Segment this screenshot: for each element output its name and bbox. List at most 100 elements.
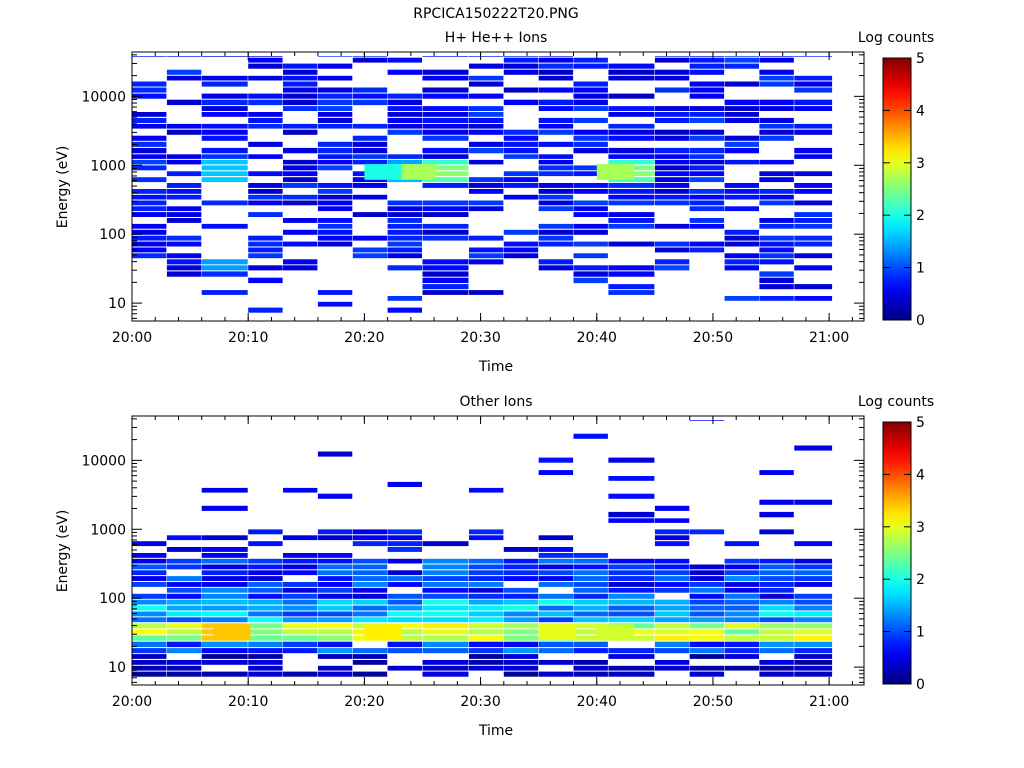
heatmap-cell xyxy=(132,93,167,99)
heatmap-cell xyxy=(352,558,388,564)
heatmap-cell xyxy=(689,177,725,183)
heatmap-cell xyxy=(387,159,422,165)
heatmap-cell xyxy=(283,564,318,570)
heatmap-cell xyxy=(724,117,759,123)
heatmap-cell xyxy=(608,671,655,677)
heatmap-cell xyxy=(794,265,833,271)
heatmap-cell xyxy=(469,189,504,194)
heatmap-cell xyxy=(794,56,833,57)
heatmap-cell xyxy=(166,648,202,654)
heatmap-cell xyxy=(759,159,794,165)
heatmap-cell xyxy=(317,576,353,581)
heatmap-cell xyxy=(132,629,167,635)
heatmap-cell xyxy=(538,570,574,576)
heatmap-cell xyxy=(283,194,318,200)
heatmap-cell xyxy=(317,623,353,629)
heatmap-cell xyxy=(654,177,690,183)
heatmap-cell-highlight xyxy=(596,164,634,180)
heatmap-cell xyxy=(794,671,833,677)
heatmap-cell xyxy=(503,599,539,605)
heatmap-cell xyxy=(201,200,248,206)
axes: 20:00 20:10 20:20 20:30 20:40 20:50 21:00 10 100… xyxy=(81,416,864,710)
heatmap-cell xyxy=(469,582,504,587)
heatmap-cell xyxy=(166,154,202,159)
heatmap-cell xyxy=(132,112,167,117)
heatmap-cell xyxy=(654,535,690,541)
heatmap-cell xyxy=(573,57,608,63)
heatmap-cell xyxy=(724,654,759,659)
heatmap-cell xyxy=(608,564,655,570)
colorbar-tick-label: 5 xyxy=(916,51,925,67)
heatmap-cell xyxy=(166,206,202,212)
heatmap-cell xyxy=(248,541,283,547)
heatmap-cell xyxy=(794,81,833,87)
heatmap-cell xyxy=(608,654,655,659)
heatmap-cell xyxy=(317,235,353,241)
heatmap-cell xyxy=(724,635,759,641)
heatmap-cell xyxy=(352,87,388,93)
heatmap-cell xyxy=(469,487,504,493)
heatmap-cell xyxy=(166,129,202,135)
heatmap-cell xyxy=(654,617,690,623)
heatmap-cell xyxy=(422,605,469,611)
heatmap-cell xyxy=(387,558,422,564)
heatmap-cell xyxy=(201,617,248,623)
heatmap-cell xyxy=(759,623,794,629)
x-tick-label: 20:30 xyxy=(460,330,500,346)
heatmap-cell xyxy=(283,63,318,69)
heatmap-cell xyxy=(352,648,388,654)
heatmap-cell xyxy=(538,558,574,564)
heatmap-cell xyxy=(132,159,167,165)
heatmap-cell xyxy=(794,599,833,605)
heatmap-cell xyxy=(503,570,539,576)
heatmap-cell xyxy=(132,135,167,141)
heatmap-cell xyxy=(132,87,167,93)
heatmap-cell xyxy=(132,623,167,629)
heatmap-cell xyxy=(503,253,539,259)
heatmap-cell xyxy=(538,57,574,63)
heatmap-cell xyxy=(503,587,539,593)
heatmap-cell xyxy=(317,112,353,117)
heatmap-cell xyxy=(689,93,725,99)
heatmap-cell xyxy=(538,535,574,541)
heatmap-cell xyxy=(248,558,283,564)
heatmap-cell xyxy=(654,56,690,57)
heatmap-cell xyxy=(724,564,759,570)
heatmap-cell xyxy=(759,129,794,135)
heatmap-cell xyxy=(794,147,833,154)
heatmap-cell xyxy=(422,235,469,241)
heatmap-cell xyxy=(654,57,690,63)
heatmap-cell xyxy=(573,564,608,570)
heatmap-cell xyxy=(248,671,283,677)
heatmap-cell xyxy=(248,593,283,599)
heatmap-cell xyxy=(503,87,539,93)
heatmap-cell xyxy=(248,529,283,535)
heatmap-cell xyxy=(422,106,469,111)
heatmap-cell xyxy=(317,611,353,617)
heatmap-cell xyxy=(759,81,794,87)
heatmap-cell xyxy=(283,553,318,558)
heatmap-cell xyxy=(573,147,608,154)
heatmap-cell xyxy=(283,259,318,265)
y-tick-label: 10 xyxy=(108,296,126,312)
heatmap-cell xyxy=(654,200,690,206)
heatmap-cell xyxy=(166,194,202,200)
heatmap-cell xyxy=(724,605,759,611)
heatmap-cell xyxy=(689,218,725,223)
heatmap-cell xyxy=(654,69,690,75)
heatmap-cell xyxy=(538,200,574,206)
heatmap-cell xyxy=(724,229,759,235)
heatmap-cell xyxy=(503,593,539,599)
heatmap-cell xyxy=(248,635,283,641)
heatmap-cell xyxy=(317,529,353,535)
heatmap-cell xyxy=(503,154,539,159)
heatmap-cell xyxy=(387,129,422,135)
heatmap-cell xyxy=(317,87,353,93)
heatmap-cell xyxy=(201,505,248,511)
heatmap-cell xyxy=(387,648,422,654)
heatmap-cell xyxy=(654,582,690,587)
heatmap-cell xyxy=(724,99,759,106)
heatmap-cell xyxy=(317,56,353,57)
heatmap-cell xyxy=(166,564,202,570)
heatmap-cell xyxy=(132,648,167,654)
